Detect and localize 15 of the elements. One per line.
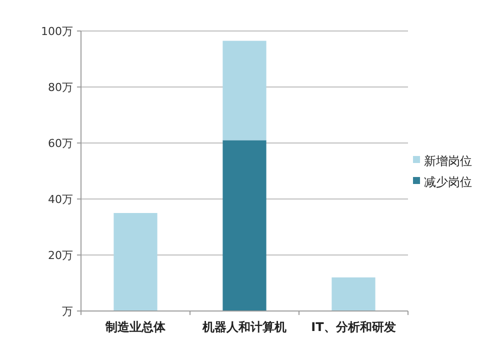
bar (222, 140, 266, 311)
y-tick-label: 40万 (48, 192, 73, 206)
x-tick-label: 制造业总体 (104, 320, 166, 334)
x-tick-label: IT、分析和研发 (311, 320, 396, 334)
y-tick-label: 20万 (48, 248, 73, 262)
bar (332, 277, 376, 311)
y-tick-label: 60万 (48, 136, 73, 150)
bar (222, 40, 266, 140)
bar (114, 213, 158, 311)
x-tick-label: 机器人和计算机 (202, 320, 286, 334)
y-tick-label: 80万 (48, 80, 73, 94)
legend-label: 新增岗位 (424, 154, 472, 168)
y-tick-label: 100万 (41, 24, 73, 38)
legend-label: 减少岗位 (424, 175, 472, 190)
y-tick-label: 万 (62, 304, 73, 318)
